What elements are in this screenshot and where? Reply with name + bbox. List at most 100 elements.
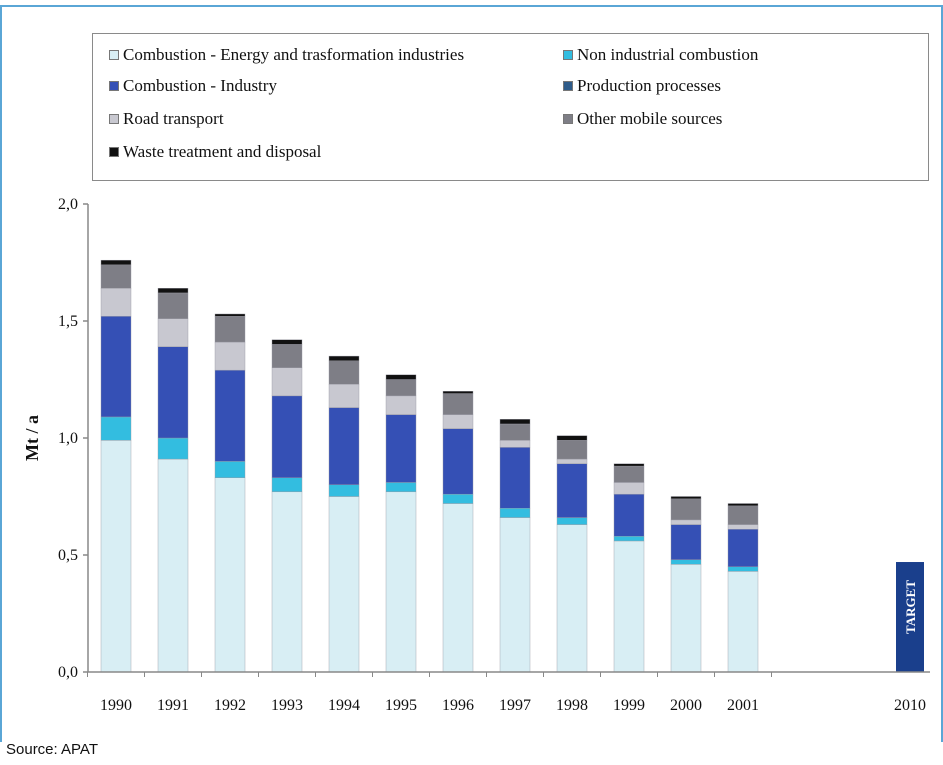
bar-segment-1991-2 — [157, 346, 189, 439]
bar-segment-1998-2 — [556, 463, 588, 518]
x-tick-label: 1997 — [499, 697, 531, 714]
bar-segment-1995-1 — [385, 482, 417, 493]
legend-item-production: Production processes — [563, 76, 721, 96]
bar-segment-1990-0 — [100, 440, 132, 673]
legend-item-road: Road transport — [109, 109, 224, 129]
bar-segment-1993-1 — [271, 477, 303, 493]
bar-segment-1997-1 — [499, 508, 531, 518]
bar-segment-2000-6 — [670, 496, 702, 500]
bar-segment-1995-5 — [385, 379, 417, 397]
bar-segment-1994-6 — [328, 355, 360, 361]
bar-segment-1991-0 — [157, 458, 189, 673]
bar-segment-1999-4 — [613, 482, 645, 495]
legend-swatch — [109, 50, 119, 60]
bar-segment-1991-5 — [157, 292, 189, 319]
frame-top-border — [0, 0, 943, 7]
bar-segment-1998-6 — [556, 435, 588, 441]
target-bar — [896, 562, 924, 672]
y-tick-label: 1,5 — [58, 313, 78, 330]
bar-segment-1999-2 — [613, 493, 645, 537]
bar-segment-1993-6 — [271, 339, 303, 345]
y-axis-title: Mt / a — [22, 415, 42, 461]
bar-segment-1996-2 — [442, 428, 474, 495]
bar-segment-2000-1 — [670, 559, 702, 565]
legend-item-waste: Waste treatment and disposal — [109, 142, 321, 162]
bar-segment-1990-2 — [100, 316, 132, 418]
legend-item-industry: Combustion - Industry — [109, 76, 277, 96]
bar-segment-1997-0 — [499, 517, 531, 673]
bar-segment-1998-4 — [556, 458, 588, 464]
bar-segment-1995-0 — [385, 491, 417, 673]
x-tick-label: 1998 — [556, 697, 588, 714]
bar-segment-1998-1 — [556, 517, 588, 525]
x-tick-label: 2000 — [670, 697, 702, 714]
bars-group: TARGET — [100, 259, 924, 673]
x-tick-label-target: 2010 — [894, 697, 926, 714]
bar-segment-1998-0 — [556, 524, 588, 673]
bar-segment-2000-2 — [670, 524, 702, 560]
legend-swatch — [109, 147, 119, 157]
target-label: TARGET — [903, 580, 918, 634]
legend-swatch — [109, 81, 119, 91]
x-tick-label: 1999 — [613, 697, 645, 714]
legend-swatch — [563, 50, 573, 60]
bar-segment-2001-4 — [727, 524, 759, 530]
bar-segment-1993-0 — [271, 491, 303, 673]
bar-segment-1996-0 — [442, 503, 474, 673]
bar-segment-1999-1 — [613, 536, 645, 542]
bar-segment-1992-0 — [214, 477, 246, 673]
bar-segment-1997-2 — [499, 447, 531, 509]
legend: Combustion - Energy and trasformation in… — [92, 33, 929, 181]
bar-segment-1992-4 — [214, 341, 246, 371]
bar-segment-1998-5 — [556, 440, 588, 460]
bar-segment-1993-4 — [271, 367, 303, 397]
frame-left-border — [0, 7, 2, 742]
legend-label: Non industrial combustion — [577, 45, 759, 64]
legend-item-energy: Combustion - Energy and trasformation in… — [109, 45, 464, 65]
y-tick-label: 0,0 — [58, 664, 78, 681]
bar-segment-1991-4 — [157, 318, 189, 347]
legend-swatch — [109, 114, 119, 124]
bar-segment-1994-4 — [328, 383, 360, 408]
bar-segment-1995-4 — [385, 395, 417, 415]
bar-segment-1992-5 — [214, 316, 246, 343]
bar-segment-2001-2 — [727, 529, 759, 567]
bar-segment-1995-6 — [385, 374, 417, 380]
bar-segment-1996-4 — [442, 414, 474, 429]
legend-label: Waste treatment and disposal — [123, 142, 322, 161]
x-tick-label: 1996 — [442, 697, 474, 714]
bar-segment-1991-1 — [157, 437, 189, 460]
bar-segment-1994-0 — [328, 496, 360, 673]
bar-segment-2001-5 — [727, 505, 759, 525]
x-tick-label: 2001 — [727, 697, 759, 714]
bar-segment-1994-1 — [328, 484, 360, 497]
bar-segment-1995-2 — [385, 414, 417, 483]
bar-segment-1997-5 — [499, 423, 531, 441]
bar-segment-2000-4 — [670, 519, 702, 525]
x-tick-label: 1991 — [157, 697, 189, 714]
bar-segment-2000-0 — [670, 564, 702, 673]
legend-label: Other mobile sources — [577, 109, 723, 128]
bar-segment-1990-6 — [100, 259, 132, 266]
legend-label: Combustion - Industry — [123, 76, 277, 95]
bar-segment-2001-6 — [727, 503, 759, 507]
bar-segment-1997-6 — [499, 419, 531, 425]
frame-right-border — [941, 7, 943, 742]
legend-label: Production processes — [577, 76, 722, 95]
legend-item-non-industrial: Non industrial combustion — [563, 45, 758, 65]
bar-segment-1993-2 — [271, 395, 303, 478]
bar-segment-1996-1 — [442, 493, 474, 504]
source-note: Source: APAT — [6, 741, 98, 758]
bar-segment-1991-6 — [157, 288, 189, 294]
legend-label: Combustion - Energy and trasformation in… — [123, 45, 465, 64]
x-tick-label: 1995 — [385, 697, 417, 714]
bar-segment-1996-6 — [442, 391, 474, 394]
legend-swatch — [563, 114, 573, 124]
bar-segment-2000-5 — [670, 498, 702, 521]
bar-segment-1992-6 — [214, 313, 246, 317]
x-tick-label: 1990 — [100, 697, 132, 714]
legend-label: Road transport — [123, 109, 224, 128]
bar-segment-1993-5 — [271, 344, 303, 368]
bar-segment-1992-1 — [214, 461, 246, 478]
